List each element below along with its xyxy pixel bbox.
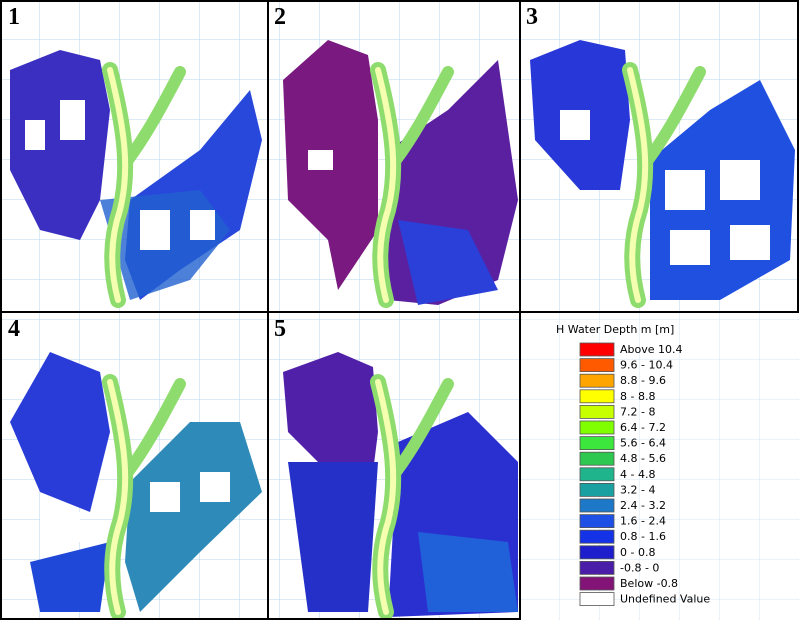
- panel-label: 1: [8, 4, 20, 30]
- legend-swatch: [580, 437, 614, 450]
- panel-label: 5: [274, 316, 286, 342]
- legend-label: 0 - 0.8: [620, 546, 655, 559]
- legend-label: Above 10.4: [620, 343, 683, 356]
- legend-label: 8 - 8.8: [620, 390, 655, 403]
- legend-swatch: [580, 374, 614, 387]
- legend-swatch: [580, 421, 614, 434]
- legend-swatch: [580, 483, 614, 496]
- legend-label: 4.8 - 5.6: [620, 452, 666, 465]
- panel-label: 4: [8, 316, 20, 342]
- legend-swatch: [580, 452, 614, 465]
- legend-swatch: [580, 343, 614, 356]
- legend-swatch: [580, 359, 614, 372]
- legend-label: 1.6 - 2.4: [620, 515, 666, 528]
- panel-label: 2: [274, 4, 286, 30]
- legend-label: 6.4 - 7.2: [620, 421, 666, 434]
- legend-title: H Water Depth m [m]: [556, 323, 674, 336]
- legend-swatch: [580, 546, 614, 559]
- legend-label: Below -0.8: [620, 577, 678, 590]
- legend-label: 0.8 - 1.6: [620, 530, 666, 543]
- legend-label: 8.8 - 9.6: [620, 374, 666, 387]
- legend-label: 4 - 4.8: [620, 468, 655, 481]
- legend-label: -0.8 - 0: [620, 561, 659, 574]
- figure: 1 2 3 4 5 H Water Depth m [m] Above 10.4…: [0, 0, 799, 620]
- legend-swatch: [580, 390, 614, 403]
- legend-swatch: [580, 561, 614, 574]
- legend-swatch: [580, 405, 614, 418]
- legend-swatch: [580, 593, 614, 606]
- legend-swatch: [580, 468, 614, 481]
- legend-label: Undefined Value: [620, 593, 710, 606]
- legend-swatch: [580, 577, 614, 590]
- legend-label: 9.6 - 10.4: [620, 359, 673, 372]
- legend-label: 2.4 - 3.2: [620, 499, 666, 512]
- legend-label: 7.2 - 8: [620, 405, 655, 418]
- legend-label: 3.2 - 4: [620, 483, 655, 496]
- legend-swatch: [580, 499, 614, 512]
- legend-swatch: [580, 530, 614, 543]
- legend-swatch: [580, 515, 614, 528]
- panel-label: 3: [526, 4, 538, 30]
- legend-label: 5.6 - 6.4: [620, 437, 666, 450]
